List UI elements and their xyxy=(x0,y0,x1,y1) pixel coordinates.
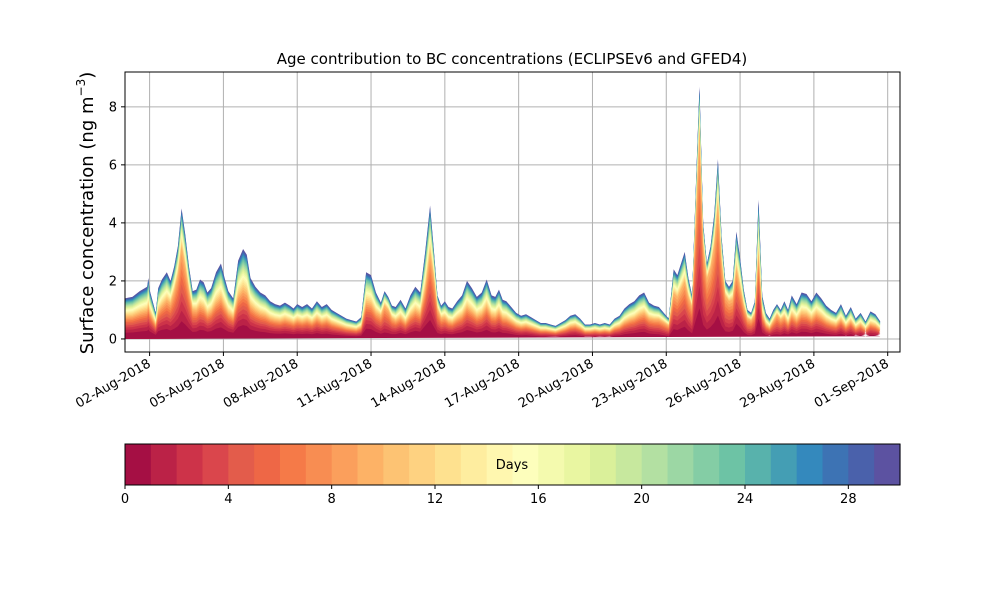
colorbar-bin xyxy=(305,444,333,485)
colorbar-bin xyxy=(538,444,565,485)
colorbar-bin xyxy=(125,444,152,485)
colorbar-bin xyxy=(357,444,384,485)
colorbar-tick-label: 12 xyxy=(427,492,444,507)
colorbar-bin xyxy=(254,444,281,485)
colorbar-bin xyxy=(409,444,436,485)
colorbar-bin xyxy=(228,444,255,485)
colorbar-bin xyxy=(460,444,488,485)
x-tick-label: 11-Aug-2018 xyxy=(295,356,375,411)
age-contribution-areas xyxy=(125,86,881,339)
colorbar: Days 0 4 8 12 16 20 24 28 xyxy=(121,443,901,507)
x-tick-label: 29-Aug-2018 xyxy=(738,356,818,411)
x-tick-label: 02-Aug-2018 xyxy=(73,356,153,411)
plot-grid xyxy=(125,72,900,352)
colorbar-bin xyxy=(512,444,539,485)
colorbar-bin xyxy=(667,444,694,485)
colorbar-bin xyxy=(383,444,410,485)
colorbar-bin xyxy=(202,444,229,485)
colorbar-tick-label: 28 xyxy=(840,492,857,507)
x-tick-label: 23-Aug-2018 xyxy=(590,356,670,411)
colorbar-bin xyxy=(874,444,901,485)
y-tick-label: 4 xyxy=(109,216,117,231)
colorbar-bin xyxy=(564,444,591,485)
colorbar-bin xyxy=(435,444,462,485)
y-tick-label: 2 xyxy=(109,274,117,289)
colorbar-bin xyxy=(331,444,359,485)
y-tick-label: 0 xyxy=(109,332,117,347)
colorbar-label: Days xyxy=(496,458,529,473)
colorbar-ticks: 0 4 8 12 16 20 24 28 xyxy=(121,485,857,507)
colorbar-tick-label: 8 xyxy=(328,492,336,507)
colorbar-tick-label: 24 xyxy=(737,492,754,507)
colorbar-bin xyxy=(280,444,307,485)
colorbar-bin xyxy=(796,444,824,485)
colorbar-bin xyxy=(150,444,178,485)
colorbar-frame xyxy=(124,443,901,486)
x-tick-label: 14-Aug-2018 xyxy=(369,356,449,411)
x-tick-label: 26-Aug-2018 xyxy=(664,356,744,411)
colorbar-tick-label: 0 xyxy=(121,492,129,507)
colorbar-bin xyxy=(615,444,643,485)
colorbar-bin xyxy=(719,444,746,485)
x-tick-label: 20-Aug-2018 xyxy=(516,356,596,411)
chart-title: Age contribution to BC concentrations (E… xyxy=(277,50,748,68)
colorbar-bin xyxy=(770,444,798,485)
y-axis: 0 2 4 6 8 xyxy=(109,100,125,347)
colorbar-bin xyxy=(848,444,875,485)
x-tick-label: 05-Aug-2018 xyxy=(147,356,227,411)
x-tick-label: 17-Aug-2018 xyxy=(442,356,522,411)
colorbar-tick-label: 20 xyxy=(633,492,650,507)
x-axis: 02-Aug-201805-Aug-201808-Aug-201811-Aug-… xyxy=(73,352,892,412)
colorbar-bin xyxy=(693,444,720,485)
colorbar-bins xyxy=(125,444,901,485)
x-tick-label: 01-Sep-2018 xyxy=(812,356,892,411)
y-axis-label: Surface concentration (ng m−3) xyxy=(74,72,98,355)
x-tick-label: 08-Aug-2018 xyxy=(221,356,301,411)
y-tick-label: 6 xyxy=(109,158,117,173)
colorbar-tick-label: 16 xyxy=(530,492,547,507)
colorbar-bin xyxy=(486,444,514,485)
colorbar-bin xyxy=(590,444,617,485)
colorbar-bin xyxy=(641,444,669,485)
age-band-area xyxy=(125,308,881,339)
y-tick-label: 8 xyxy=(109,100,117,115)
colorbar-tick-label: 4 xyxy=(224,492,232,507)
plot-frame xyxy=(124,71,901,353)
colorbar-bin xyxy=(822,444,849,485)
colorbar-bin xyxy=(745,444,772,485)
colorbar-bin xyxy=(176,444,204,485)
